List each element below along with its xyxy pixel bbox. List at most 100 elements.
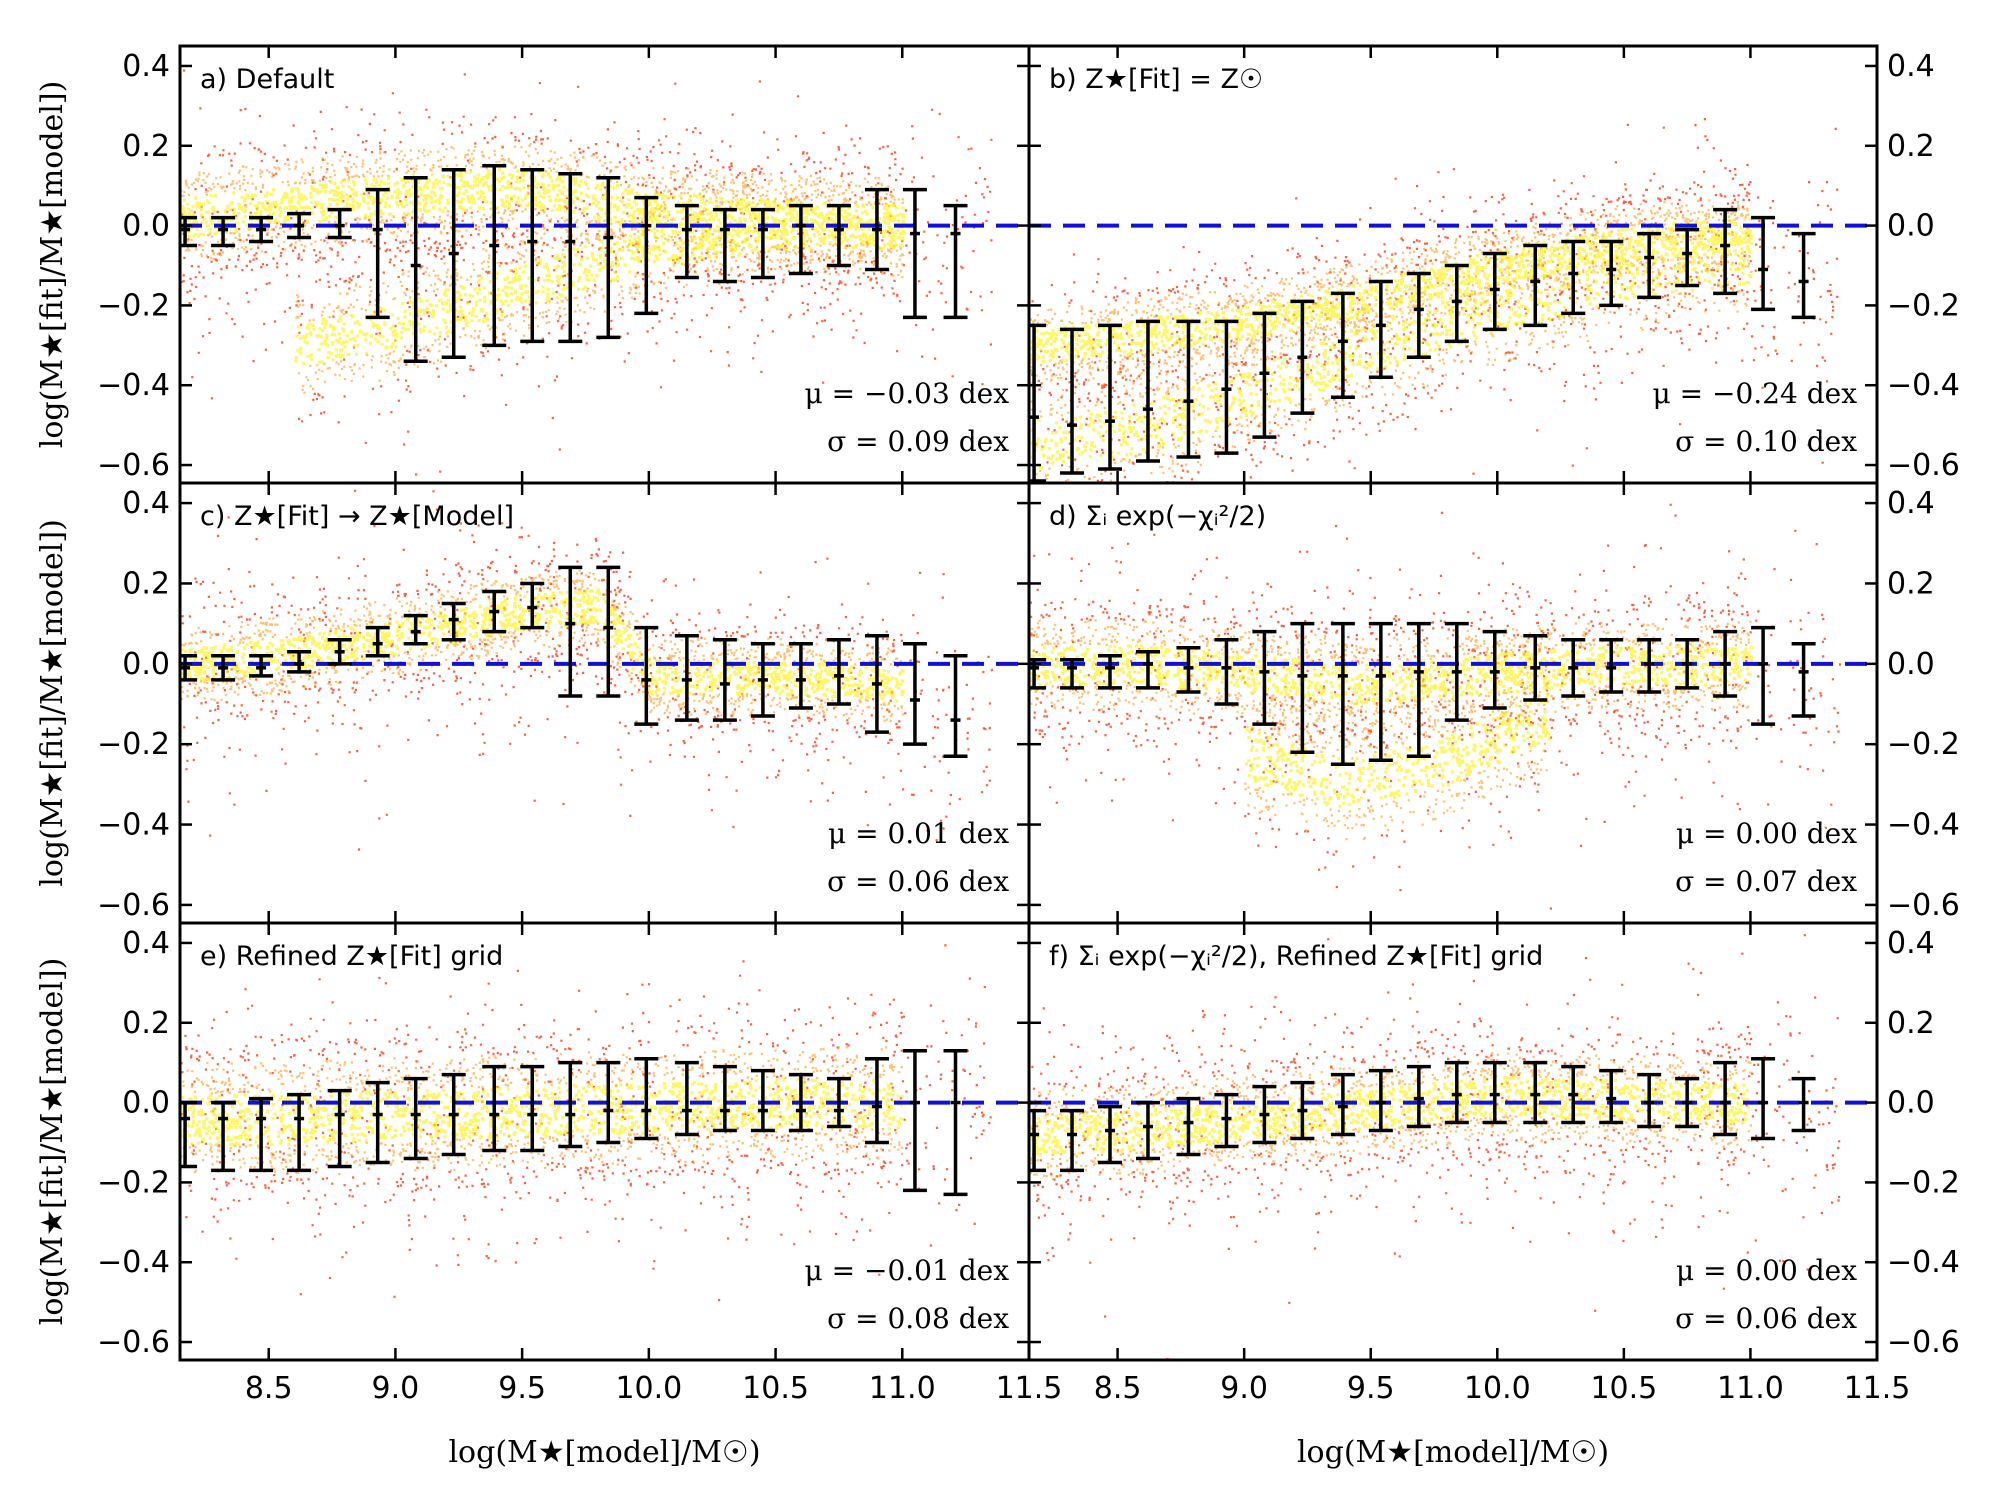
panel-f-scatter-layer-2 bbox=[1029, 1075, 1750, 1157]
panel-c-scatter-layer-2 bbox=[180, 588, 905, 703]
panel-f-scatter-cloud bbox=[1029, 934, 1841, 1360]
ytick-label: 0.2 bbox=[122, 129, 170, 164]
panel-a-scatter-layer-1 bbox=[180, 143, 905, 394]
panel-e-errorbar bbox=[441, 1072, 466, 1157]
panel-c-errorbar bbox=[788, 641, 813, 710]
xtick-label: 11.0 bbox=[869, 1371, 936, 1406]
panel-b-scatter-cloud bbox=[1029, 118, 1839, 483]
panel-f-errorbar bbox=[1444, 1060, 1469, 1125]
ytick-label: −0.2 bbox=[97, 1165, 170, 1200]
ytick-label-right: 0.0 bbox=[1887, 647, 1935, 682]
panel-b-errorbar bbox=[1330, 291, 1355, 399]
panel-f-errorbar bbox=[1406, 1064, 1431, 1129]
ytick-label: −0.2 bbox=[97, 288, 170, 323]
panel-a-errorbar bbox=[520, 167, 545, 344]
panel-a-errorbar bbox=[634, 195, 659, 316]
panel-d-errorbar bbox=[1214, 637, 1239, 706]
panel-f-errorbar bbox=[1482, 1060, 1507, 1125]
panel-f-errorbar bbox=[1029, 1108, 1047, 1173]
panel-a-errorbar bbox=[674, 203, 699, 280]
panel-a-errorbar bbox=[327, 207, 352, 240]
panel-a bbox=[180, 69, 1029, 476]
panel-d-errorbar bbox=[1444, 621, 1469, 722]
ytick-label-right: 0.4 bbox=[1887, 486, 1935, 521]
panel-d-errorbar bbox=[1599, 637, 1624, 694]
xtick-label: 9.0 bbox=[1220, 1371, 1268, 1406]
ytick-label-right: −0.2 bbox=[1887, 288, 1960, 323]
panel-b-errorbar bbox=[1523, 243, 1548, 328]
panel-d-errorbar bbox=[1637, 637, 1662, 694]
ytick-label: −0.6 bbox=[97, 1325, 170, 1360]
panel-d-errorbar bbox=[1751, 625, 1776, 726]
panel-f-errorbar bbox=[1561, 1064, 1586, 1125]
panel-f-errorbar bbox=[1791, 1076, 1816, 1133]
ytick-label: 0.0 bbox=[122, 1086, 170, 1121]
panel-b-errorbar bbox=[1135, 319, 1160, 463]
panel-c-errorbar bbox=[287, 650, 312, 674]
panel-a-errorbar bbox=[558, 171, 583, 344]
panel-f-errorbar bbox=[1599, 1068, 1624, 1125]
panel-d-errorbar bbox=[1482, 629, 1507, 710]
panel-c-errorbar bbox=[712, 637, 737, 722]
panel-b-errorbar bbox=[1368, 279, 1393, 379]
panel-e-errorbar bbox=[365, 1080, 390, 1165]
panel-d-errorbar bbox=[1252, 629, 1277, 726]
panel-d-errorbar bbox=[1060, 658, 1085, 690]
panel-e-scatter-layer-2 bbox=[180, 1077, 904, 1147]
panel-b-errorbar bbox=[1444, 263, 1469, 344]
panel-c-errorbar bbox=[249, 654, 274, 678]
panel-c bbox=[180, 483, 1029, 851]
ytick-label-right: 0.2 bbox=[1887, 566, 1935, 601]
panel-e-errorbar bbox=[249, 1096, 274, 1173]
panel-c-frame bbox=[178, 481, 1031, 925]
panel-b-errorbar bbox=[1561, 239, 1586, 316]
ytick-label: 0.4 bbox=[122, 49, 170, 84]
panel-e-errorbar bbox=[943, 1048, 968, 1197]
ytick-label-right: −0.4 bbox=[1887, 808, 1960, 843]
xtick-label: 9.5 bbox=[498, 1371, 546, 1406]
xtick-label: 10.0 bbox=[615, 1371, 682, 1406]
panel-f-errorbar bbox=[1214, 1092, 1239, 1149]
panel-a-errorbar bbox=[864, 187, 889, 272]
panel-d-errorbar bbox=[1406, 621, 1431, 758]
panel-e-errorbar bbox=[287, 1092, 312, 1173]
panel-b-errorbar bbox=[1637, 231, 1662, 300]
panel-b-errorbar bbox=[1406, 271, 1431, 360]
panel-e-errorbar bbox=[712, 1064, 737, 1133]
xtick-label: 9.0 bbox=[372, 1371, 420, 1406]
panel-f-errorbar bbox=[1290, 1080, 1315, 1141]
panel-c-errorbar bbox=[864, 633, 889, 734]
panel-c-errorbar bbox=[365, 625, 390, 658]
panel-e-errorbar bbox=[558, 1060, 583, 1149]
panel-a-errorbar bbox=[365, 187, 390, 320]
panel-f-frame bbox=[1027, 921, 1879, 1362]
panel-e-errorbar bbox=[902, 1048, 927, 1193]
panel-d-errorbar bbox=[1713, 629, 1738, 698]
xtick-label: 11.5 bbox=[1844, 1371, 1911, 1406]
panel-c-errorbar bbox=[403, 613, 428, 646]
panel-d-scatter-cloud bbox=[1029, 503, 1842, 910]
panel-d-frame bbox=[1027, 481, 1879, 925]
panel-b-errorbar bbox=[1060, 327, 1085, 475]
panel-a-errorbar bbox=[287, 211, 312, 240]
panel-f-errorbar bbox=[1523, 1060, 1548, 1125]
ytick-label: −0.4 bbox=[97, 808, 170, 843]
panel-f-errorbar bbox=[1368, 1068, 1393, 1133]
ytick-label-right: −0.2 bbox=[1887, 727, 1960, 762]
panel-a-errorbar bbox=[712, 207, 737, 284]
panel-d-errorbar bbox=[1675, 637, 1700, 690]
panel-a-errorbar bbox=[441, 167, 466, 360]
panel-b-errorbar bbox=[1599, 239, 1624, 308]
panel-f-errorbar bbox=[1098, 1104, 1123, 1165]
ytick-label: 0.0 bbox=[122, 209, 170, 244]
panel-c-errorbar bbox=[902, 641, 927, 746]
panel-a-scatter-cloud bbox=[180, 69, 993, 476]
panel-b-errorbar bbox=[1751, 215, 1776, 312]
panel-f-errorbar bbox=[1135, 1100, 1160, 1161]
xtick-label: 9.5 bbox=[1347, 1371, 1395, 1406]
panel-f-errorbar bbox=[1252, 1084, 1277, 1145]
panel-a-errorbar bbox=[180, 215, 198, 248]
panel-a-errorbar bbox=[750, 207, 775, 280]
panel-d-errorbar bbox=[1098, 654, 1123, 690]
